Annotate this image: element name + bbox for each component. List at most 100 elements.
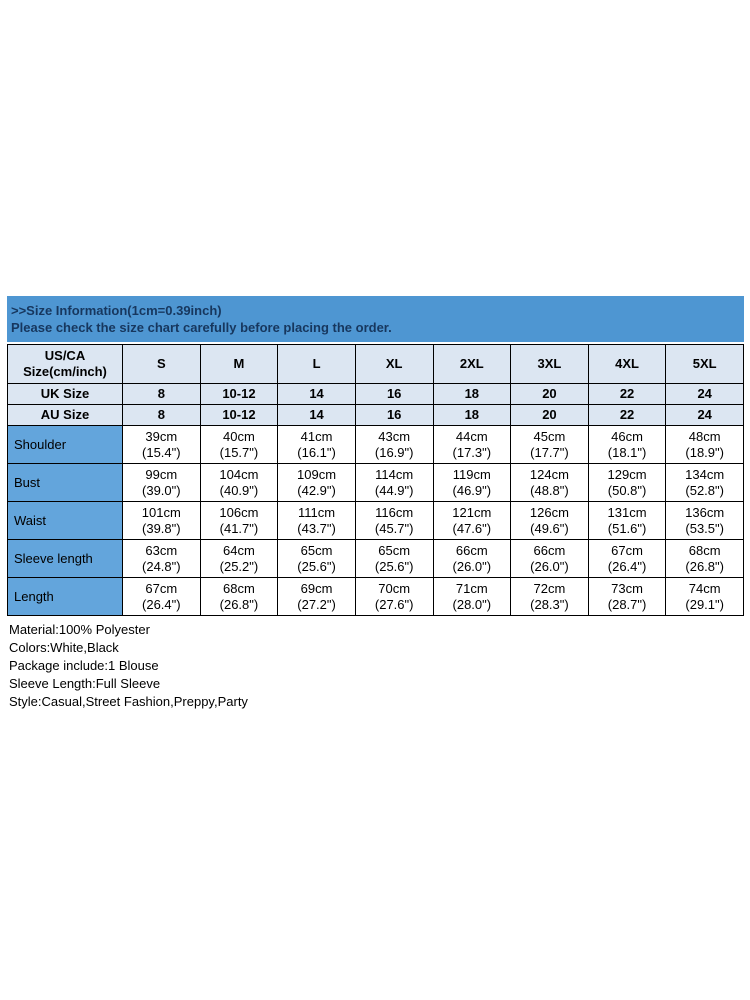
- cm-value: 69cm: [300, 580, 333, 596]
- measurement-value-cell: 40cm (15.7"): [199, 425, 279, 464]
- inch-value: (51.6"): [607, 520, 647, 536]
- measurement-value-cell: 129cm (50.8"): [587, 463, 667, 502]
- cm-value: 63cm: [145, 542, 178, 558]
- inch-value: (47.6"): [452, 520, 492, 536]
- inch-value: (24.8"): [142, 558, 181, 574]
- inch-value: (26.0"): [452, 558, 492, 574]
- measurement-row: Bust 99cm (39.0") 104cm (40.9") 109cm (42.9") 1…: [7, 463, 744, 502]
- inch-value: (27.2"): [297, 596, 336, 612]
- size-value-cell: 20: [510, 383, 589, 405]
- measurement-value-cell: 136cm (53.5"): [665, 501, 744, 540]
- measurement-value-cell: 66cm (26.0"): [510, 539, 589, 578]
- size-value-cell: 14: [277, 404, 356, 426]
- inch-value: (28.7"): [607, 596, 647, 612]
- cm-value: 109cm: [297, 466, 337, 482]
- measurement-value-cell: 66cm (26.0"): [432, 539, 512, 578]
- cm-value: 99cm: [145, 466, 178, 482]
- cm-value: 41cm: [300, 428, 333, 444]
- inch-value: (43.7"): [297, 520, 336, 536]
- inch-value: (26.8"): [219, 596, 259, 612]
- inch-value: (27.6"): [374, 596, 414, 612]
- cm-value: 45cm: [533, 428, 566, 444]
- inch-value: (39.0"): [142, 482, 181, 498]
- cm-value: 66cm: [455, 542, 488, 558]
- inch-value: (25.6"): [374, 558, 414, 574]
- size-header-cell: S: [122, 344, 201, 384]
- inch-value: (40.9"): [219, 482, 259, 498]
- measurement-value-cell: 74cm (29.1"): [665, 577, 744, 616]
- detail-line: Package include:1 Blouse: [9, 658, 159, 673]
- size-value-cell: 24: [665, 383, 744, 405]
- cm-value: 72cm: [533, 580, 566, 596]
- cm-value: 106cm: [219, 504, 259, 520]
- cm-value: 44cm: [455, 428, 488, 444]
- size-header-cell: 5XL: [665, 344, 744, 384]
- measurement-value-cell: 119cm (46.9"): [432, 463, 512, 502]
- measurement-value-cell: 46cm (18.1"): [587, 425, 667, 464]
- corner-line2: Size(cm/inch): [23, 364, 107, 379]
- banner: >>Size Information(1cm=0.39inch) Please …: [7, 296, 744, 342]
- inch-value: (15.7"): [219, 444, 259, 460]
- cm-value: 126cm: [529, 504, 569, 520]
- inch-value: (41.7"): [219, 520, 259, 536]
- cm-value: 39cm: [145, 428, 178, 444]
- measurement-value-cell: 116cm (45.7"): [354, 501, 434, 540]
- size-header-cell: M: [199, 344, 279, 384]
- cm-value: 111cm: [298, 504, 336, 520]
- measurement-label-cell: Waist: [7, 501, 123, 540]
- inch-value: (48.8"): [530, 482, 569, 498]
- measurement-value-cell: 44cm (17.3"): [432, 425, 512, 464]
- inch-value: (25.6"): [297, 558, 336, 574]
- inch-value: (15.4"): [142, 444, 181, 460]
- inch-value: (26.8"): [685, 558, 724, 574]
- cm-value: 119cm: [452, 466, 491, 482]
- measurement-row: Waist 101cm (39.8") 106cm (41.7") 111cm (43.7"…: [7, 501, 744, 540]
- measurement-value-cell: 41cm (16.1"): [277, 425, 356, 464]
- measurement-value-cell: 104cm (40.9"): [199, 463, 279, 502]
- measurement-value-cell: 64cm (25.2"): [199, 539, 279, 578]
- measurement-label-cell: Bust: [7, 463, 123, 502]
- cm-value: 64cm: [223, 542, 255, 558]
- cm-value: 124cm: [529, 466, 569, 482]
- measurement-row: Shoulder 39cm (15.4") 40cm (15.7") 41cm (16.1"…: [7, 425, 744, 464]
- cm-value: 46cm: [611, 428, 643, 444]
- measurement-value-cell: 68cm (26.8"): [665, 539, 744, 578]
- size-value-cell: 8: [122, 383, 201, 405]
- measurement-value-cell: 101cm (39.8"): [122, 501, 201, 540]
- au-size-row: AU Size 8 10-12 14 16 18 20 22 24: [7, 404, 744, 426]
- measurement-value-cell: 72cm (28.3"): [510, 577, 589, 616]
- cm-value: 101cm: [141, 504, 181, 520]
- cm-value: 73cm: [611, 580, 643, 596]
- size-table: US/CA Size(cm/inch) S M L XL 2XL 3XL 4XL 5XL UK…: [7, 344, 744, 616]
- corner-line1: US/CA: [44, 348, 86, 363]
- measurement-value-cell: 71cm (28.0"): [432, 577, 512, 616]
- size-value-cell: 16: [354, 383, 434, 405]
- size-header-cell: 4XL: [587, 344, 667, 384]
- cm-value: 104cm: [219, 466, 259, 482]
- measurement-value-cell: 63cm (24.8"): [122, 539, 201, 578]
- uk-size-label-cell: UK Size: [7, 383, 123, 405]
- cm-value: 70cm: [378, 580, 411, 596]
- inch-value: (52.8"): [685, 482, 724, 498]
- cm-value: 71cm: [455, 580, 488, 596]
- inch-value: (53.5"): [685, 520, 724, 536]
- measurement-value-cell: 45cm (17.7"): [510, 425, 589, 464]
- inch-value: (26.0"): [530, 558, 569, 574]
- measurement-value-cell: 67cm (26.4"): [587, 539, 667, 578]
- size-value-cell: 8: [122, 404, 201, 426]
- cm-value: 121cm: [452, 504, 492, 520]
- cm-value: 66cm: [533, 542, 566, 558]
- measurement-label-cell: Length: [7, 577, 123, 616]
- inch-value: (46.9"): [452, 482, 492, 498]
- inch-value: (44.9"): [374, 482, 414, 498]
- banner-line2: Please check the size chart carefully be…: [11, 320, 392, 335]
- measurement-value-cell: 68cm (26.8"): [199, 577, 279, 616]
- inch-value: (18.1"): [607, 444, 647, 460]
- au-size-label-cell: AU Size: [7, 404, 123, 426]
- measurement-value-cell: 124cm (48.8"): [510, 463, 589, 502]
- detail-line: Style:Casual,Street Fashion,Preppy,Party: [9, 694, 248, 709]
- measurement-value-cell: 134cm (52.8"): [665, 463, 744, 502]
- size-value-cell: 16: [354, 404, 434, 426]
- product-details: Material:100% Polyester Colors:White,Blac…: [7, 621, 744, 711]
- cm-value: 68cm: [223, 580, 255, 596]
